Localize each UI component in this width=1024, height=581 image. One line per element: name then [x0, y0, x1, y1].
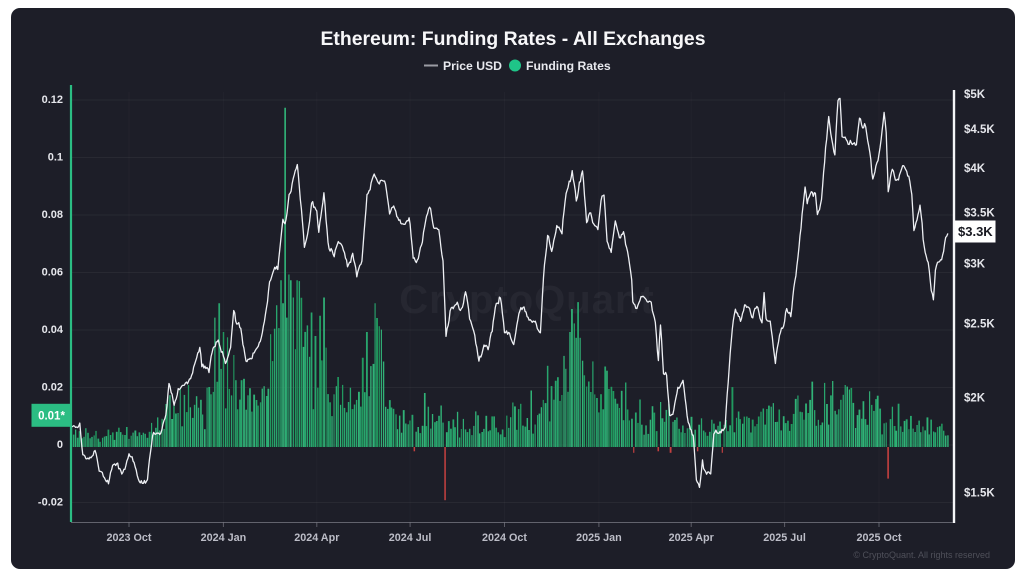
svg-text:$5K: $5K: [964, 89, 986, 101]
svg-text:2024 Jan: 2024 Jan: [201, 532, 247, 544]
svg-text:0.04: 0.04: [42, 324, 64, 336]
svg-text:2024 Oct: 2024 Oct: [482, 532, 527, 544]
svg-text:$2.5K: $2.5K: [964, 319, 995, 331]
svg-text:0.06: 0.06: [42, 267, 63, 279]
svg-text:2025 Apr: 2025 Apr: [669, 532, 715, 544]
svg-text:0.01*: 0.01*: [38, 410, 65, 422]
svg-text:0.02: 0.02: [42, 382, 63, 394]
svg-text:2024 Apr: 2024 Apr: [294, 532, 340, 544]
svg-text:Ethereum: Funding Rates - All: Ethereum: Funding Rates - All Exchanges: [320, 28, 705, 50]
svg-text:0: 0: [57, 439, 63, 451]
svg-text:$3K: $3K: [964, 258, 986, 270]
svg-text:Price USD: Price USD: [443, 59, 502, 73]
svg-text:$4K: $4K: [964, 163, 986, 175]
svg-text:-0.02: -0.02: [38, 497, 63, 509]
svg-text:$4.5K: $4.5K: [964, 124, 995, 136]
svg-text:$2K: $2K: [964, 393, 986, 405]
svg-text:0.1: 0.1: [48, 152, 63, 164]
svg-text:$1.5K: $1.5K: [964, 488, 995, 500]
svg-text:0.08: 0.08: [42, 209, 63, 221]
svg-text:2025 Oct: 2025 Oct: [856, 532, 901, 544]
svg-text:2023 Oct: 2023 Oct: [106, 532, 151, 544]
svg-text:Funding Rates: Funding Rates: [526, 59, 611, 73]
svg-text:2024 Jul: 2024 Jul: [389, 532, 432, 544]
svg-text:2025 Jul: 2025 Jul: [763, 532, 806, 544]
svg-text:© CryptoQuant. All rights rese: © CryptoQuant. All rights reserved: [853, 550, 990, 560]
svg-text:2025 Jan: 2025 Jan: [576, 532, 622, 544]
svg-text:$3.5K: $3.5K: [964, 207, 995, 219]
svg-text:$3.3K: $3.3K: [958, 224, 993, 239]
svg-text:0.12: 0.12: [42, 94, 63, 106]
